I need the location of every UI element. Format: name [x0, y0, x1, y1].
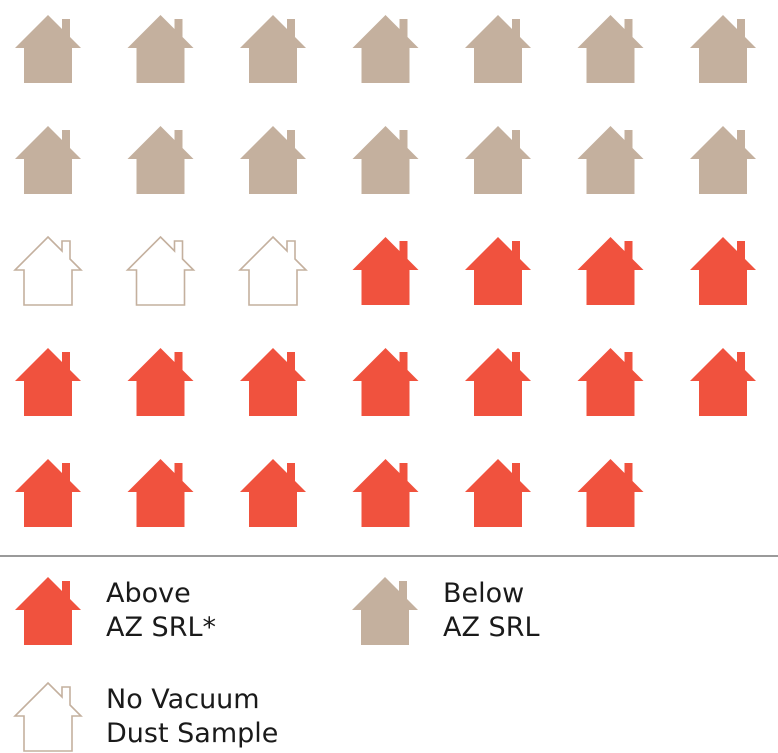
icon [352, 15, 419, 83]
icon [352, 459, 419, 527]
icon [690, 15, 756, 83]
icon [465, 237, 531, 305]
icon [15, 15, 81, 83]
icon [577, 348, 644, 416]
icon [465, 15, 531, 83]
icon [352, 126, 419, 194]
legend-line: Above [106, 578, 191, 609]
legend-icon [13, 681, 83, 752]
legend-icon [15, 577, 81, 645]
icon [127, 459, 194, 527]
legend-label: No Vacuum Dust Sample [106, 684, 278, 749]
icon [127, 15, 194, 83]
icon [690, 126, 756, 194]
icon [240, 348, 306, 416]
legend-line: Below [443, 578, 524, 609]
icon [352, 348, 419, 416]
icon [127, 126, 194, 194]
icon [577, 459, 644, 527]
icon [15, 459, 81, 527]
icon [465, 126, 531, 194]
icon [15, 126, 81, 194]
legend-line: AZ SRL* [106, 612, 216, 643]
icon [352, 237, 419, 305]
legend-line: No Vacuum [106, 684, 260, 715]
icon [465, 348, 531, 416]
icon [690, 348, 756, 416]
legend-icon [352, 577, 418, 645]
icon [690, 237, 756, 305]
legend-line: Dust Sample [106, 718, 278, 749]
icon [577, 126, 644, 194]
icon [240, 459, 306, 527]
legend-label: Below AZ SRL [443, 578, 540, 643]
icon [577, 237, 644, 305]
icon [240, 15, 306, 83]
icon [465, 459, 531, 527]
legend-line: AZ SRL [443, 612, 540, 643]
icon [15, 348, 81, 416]
icon [238, 235, 308, 306]
icon [13, 235, 83, 306]
icon [127, 348, 194, 416]
legend-label: Above AZ SRL* [106, 578, 216, 643]
icon [125, 235, 196, 306]
icon [240, 126, 306, 194]
icon [577, 15, 644, 83]
